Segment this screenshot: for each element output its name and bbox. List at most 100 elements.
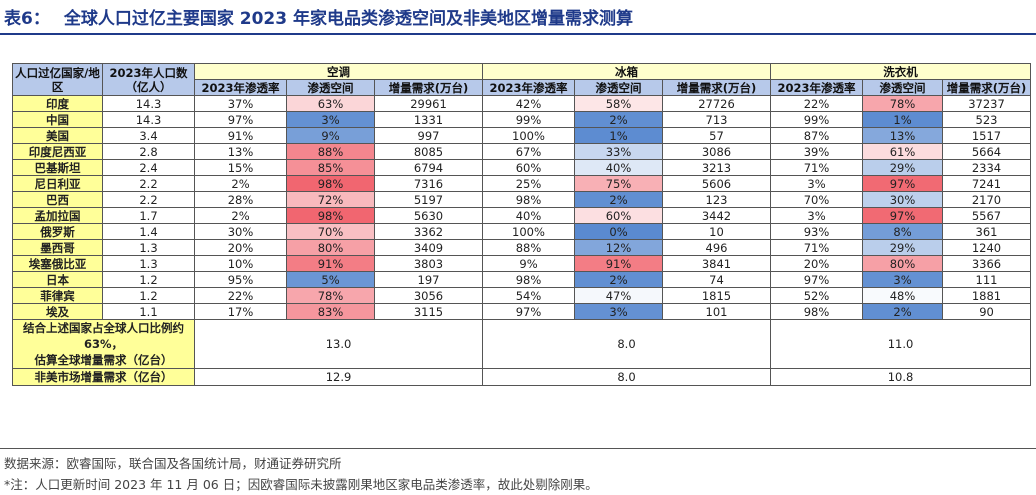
- incremental-demand-cell: 713: [662, 111, 771, 128]
- incremental-demand-cell: 3056: [374, 287, 483, 304]
- country-name: 墨西哥: [12, 239, 103, 256]
- penetration-rate-cell: 100%: [482, 223, 575, 240]
- subheader-cell: 2023年渗透率: [194, 79, 287, 96]
- penetration-rate-cell: 99%: [482, 111, 575, 128]
- penetration-rate-cell: 71%: [770, 159, 863, 176]
- penetration-space-cell: 29%: [862, 239, 943, 256]
- table-row: 巴西 2.2 28% 72% 5197 98% 2% 123 70% 30% 2170: [12, 191, 1032, 208]
- penetration-rate-cell: 2%: [194, 175, 287, 192]
- table-row: 埃塞俄比亚 1.3 10% 91% 3803 9% 91% 3841 20% 80% 3366: [12, 255, 1032, 272]
- penetration-space-cell: 75%: [574, 175, 663, 192]
- penetration-rate-cell: 88%: [482, 239, 575, 256]
- header-group-fridge: 冰箱: [482, 63, 771, 80]
- incremental-demand-cell: 997: [374, 127, 483, 144]
- penetration-space-cell: 3%: [862, 271, 943, 288]
- penetration-space-cell: 2%: [574, 111, 663, 128]
- incremental-demand-cell: 123: [662, 191, 771, 208]
- summary-value: 8.0: [482, 319, 771, 369]
- footer-rule: [0, 448, 1036, 449]
- penetration-space-cell: 1%: [862, 111, 943, 128]
- population-cell: 3.4: [102, 127, 195, 144]
- penetration-space-cell: 91%: [574, 255, 663, 272]
- penetration-space-cell: 78%: [862, 95, 943, 112]
- penetration-space-cell: 0%: [574, 223, 663, 240]
- penetration-rate-cell: 87%: [770, 127, 863, 144]
- penetration-space-cell: 98%: [286, 207, 375, 224]
- penetration-space-cell: 63%: [286, 95, 375, 112]
- table-row: 俄罗斯 1.4 30% 70% 3362 100% 0% 10 93% 8% 361: [12, 223, 1032, 240]
- population-cell: 1.3: [102, 255, 195, 272]
- table-row: 尼日利亚 2.2 2% 98% 7316 25% 75% 5606 3% 97% 7241: [12, 175, 1032, 192]
- penetration-rate-cell: 97%: [194, 111, 287, 128]
- penetration-space-cell: 8%: [862, 223, 943, 240]
- incremental-demand-cell: 3086: [662, 143, 771, 160]
- penetration-rate-cell: 95%: [194, 271, 287, 288]
- table-row: 孟加拉国 1.7 2% 98% 5630 40% 60% 3442 3% 97% 5567: [12, 207, 1032, 224]
- table-row: 巴基斯坦 2.4 15% 85% 6794 60% 40% 3213 71% 29% 2334: [12, 159, 1032, 176]
- penetration-rate-cell: 28%: [194, 191, 287, 208]
- subheader-cell: 渗透空间: [574, 79, 663, 96]
- incremental-demand-cell: 3213: [662, 159, 771, 176]
- penetration-rate-cell: 100%: [482, 127, 575, 144]
- population-cell: 1.2: [102, 271, 195, 288]
- incremental-demand-cell: 1240: [941, 239, 1032, 256]
- footnote: *注：人口更新时间 2023 年 11 月 06 日；因欧睿国际未披露刚果地区家…: [4, 477, 598, 492]
- summary-value: 13.0: [194, 319, 483, 369]
- penetration-rate-cell: 20%: [194, 239, 287, 256]
- summary-value: 10.8: [769, 368, 1032, 386]
- incremental-demand-cell: 6794: [374, 159, 483, 176]
- incremental-demand-cell: 1517: [941, 127, 1032, 144]
- penetration-rate-cell: 70%: [770, 191, 863, 208]
- incremental-demand-cell: 29961: [374, 95, 483, 112]
- incremental-demand-cell: 7241: [941, 175, 1032, 192]
- country-name: 印度: [12, 95, 103, 112]
- penetration-rate-cell: 99%: [770, 111, 863, 128]
- summary-label-line: 63%，: [83, 337, 124, 351]
- penetration-rate-cell: 20%: [770, 255, 863, 272]
- table-row: 美国 3.4 91% 9% 997 100% 1% 57 87% 13% 1517: [12, 127, 1032, 144]
- incremental-demand-cell: 1881: [941, 287, 1032, 304]
- penetration-rate-cell: 98%: [482, 191, 575, 208]
- population-cell: 1.2: [102, 287, 195, 304]
- country-name: 俄罗斯: [12, 223, 103, 240]
- data-table: 人口过亿国家/地区 2023年人口数（亿人） 空调 冰箱 洗衣机 2023年渗透…: [12, 63, 1032, 386]
- penetration-rate-cell: 22%: [770, 95, 863, 112]
- title-text: 全球人口过亿主要国家 2023 年家电品类渗透空间及非美地区增量需求测算: [63, 9, 633, 29]
- summary-label-line: 估算全球增量需求（亿台）: [34, 353, 173, 367]
- incremental-demand-cell: 5197: [374, 191, 483, 208]
- summary-row: 结合上述国家占全球人口比例约 63%， 估算全球增量需求（亿台） 13.0 8.0 11.…: [12, 319, 1032, 369]
- table-row: 印度 14.3 37% 63% 29961 42% 58% 27726 22% 78% 37237: [12, 95, 1032, 112]
- table-row: 墨西哥 1.3 20% 80% 3409 88% 12% 496 71% 29% 1240: [12, 239, 1032, 256]
- incremental-demand-cell: 3803: [374, 255, 483, 272]
- penetration-space-cell: 83%: [286, 303, 375, 320]
- penetration-rate-cell: 91%: [194, 127, 287, 144]
- penetration-space-cell: 29%: [862, 159, 943, 176]
- penetration-rate-cell: 54%: [482, 287, 575, 304]
- penetration-space-cell: 88%: [286, 143, 375, 160]
- incremental-demand-cell: 197: [374, 271, 483, 288]
- country-name: 尼日利亚: [12, 175, 103, 192]
- summary-value: 8.0: [482, 368, 771, 386]
- penetration-rate-cell: 52%: [770, 287, 863, 304]
- penetration-space-cell: 80%: [862, 255, 943, 272]
- table-row: 埃及 1.1 17% 83% 3115 97% 3% 101 98% 2% 90: [12, 303, 1032, 320]
- subheader-cell: 渗透空间: [862, 79, 943, 96]
- population-cell: 1.1: [102, 303, 195, 320]
- country-name: 日本: [12, 271, 103, 288]
- country-name: 孟加拉国: [12, 207, 103, 224]
- incremental-demand-cell: 3409: [374, 239, 483, 256]
- penetration-rate-cell: 40%: [482, 207, 575, 224]
- incremental-demand-cell: 1815: [662, 287, 771, 304]
- penetration-space-cell: 60%: [574, 207, 663, 224]
- incremental-demand-cell: 3442: [662, 207, 771, 224]
- penetration-space-cell: 3%: [286, 111, 375, 128]
- table-row: 菲律宾 1.2 22% 78% 3056 54% 47% 1815 52% 48% 1881: [12, 287, 1032, 304]
- summary-label-line: 结合上述国家占全球人口比例约: [23, 321, 184, 335]
- summary-label-line: 非美市场增量需求（亿台）: [34, 370, 173, 384]
- incremental-demand-cell: 5630: [374, 207, 483, 224]
- penetration-space-cell: 80%: [286, 239, 375, 256]
- penetration-space-cell: 33%: [574, 143, 663, 160]
- penetration-space-cell: 97%: [862, 207, 943, 224]
- incremental-demand-cell: 5606: [662, 175, 771, 192]
- summary-label: 非美市场增量需求（亿台）: [12, 368, 195, 386]
